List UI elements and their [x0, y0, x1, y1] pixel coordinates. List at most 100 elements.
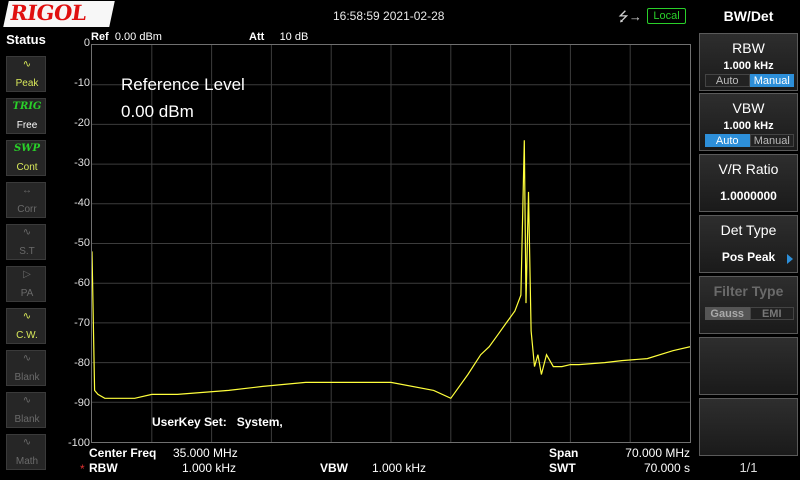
ref-level-readout: Ref 0.00 dBm: [91, 31, 162, 43]
status-trig[interactable]: TRIG Free: [6, 98, 46, 134]
status-blank-1-label: Blank: [14, 372, 40, 383]
cw-wave-icon: ∿: [22, 311, 32, 322]
status-corr-label: Corr: [17, 204, 37, 215]
local-badge[interactable]: Local: [647, 8, 686, 24]
status-sweep[interactable]: SWP Cont: [6, 140, 46, 176]
vr-ratio-softkey[interactable]: V/R Ratio 1.0000000: [699, 154, 798, 212]
y-tick: 0: [83, 37, 90, 49]
reference-level-value: 0.00 dBm: [121, 102, 194, 121]
rbw-label[interactable]: RBW: [89, 461, 118, 475]
status-panel: Status ∿ Peak TRIG Free SWP Cont ↔ Corr …: [0, 30, 52, 480]
status-cw-label: C.W.: [16, 330, 38, 341]
peak-wave-icon: ∿: [22, 59, 32, 70]
vbw-key-label: VBW: [732, 100, 765, 116]
status-trig-label: Free: [16, 120, 38, 131]
preamp-icon: ▷: [23, 269, 31, 280]
status-blank-2[interactable]: ∿ Blank: [6, 392, 46, 428]
status-cw[interactable]: ∿ C.W.: [6, 308, 46, 344]
empty-softkey-2[interactable]: [699, 398, 798, 456]
span-value: 70.000 MHz: [625, 446, 690, 460]
empty-softkey-1[interactable]: [699, 337, 798, 395]
rbw-value: 1.000 kHz: [182, 461, 237, 475]
att-label: Att: [249, 31, 265, 43]
spectrum-trace: [92, 140, 690, 400]
spectrum-svg: [92, 45, 690, 442]
y-tick: -20: [74, 117, 90, 129]
blank-wave-icon: ∿: [22, 395, 32, 406]
y-tick: -90: [74, 397, 90, 409]
vr-ratio-key-label: V/R Ratio: [718, 161, 779, 177]
y-tick: -100: [67, 437, 90, 449]
vbw-softkey[interactable]: VBW 1.000 kHz Auto Manual: [699, 93, 798, 151]
status-corr[interactable]: ↔ Corr: [6, 182, 46, 218]
status-pa[interactable]: ▷ PA: [6, 266, 46, 302]
status-math[interactable]: ∿ Math: [6, 434, 46, 470]
userkey-set: UserKey Set: System,: [152, 415, 283, 429]
rbw-key-label: RBW: [732, 40, 765, 56]
reference-level-title: Reference Level: [121, 75, 245, 94]
status-sweep-label: Cont: [16, 162, 38, 173]
status-peak[interactable]: ∿ Peak: [6, 56, 46, 92]
vbw-auto-option[interactable]: Auto: [705, 134, 750, 147]
userkey-label: UserKey Set:: [152, 415, 227, 429]
filter-gauss-option: Gauss: [705, 307, 750, 320]
det-type-key-label: Det Type: [720, 222, 777, 238]
vr-ratio-key-value: 1.0000000: [720, 189, 777, 203]
filter-type-toggle: Gauss EMI: [705, 307, 794, 320]
status-blank-2-label: Blank: [14, 414, 40, 425]
blank-wave-icon: ∿: [22, 353, 32, 364]
rbw-mode-toggle[interactable]: Auto Manual: [705, 74, 794, 87]
vbw-manual-option[interactable]: Manual: [749, 134, 794, 147]
y-tick: -80: [74, 357, 90, 369]
y-tick: -50: [74, 237, 90, 249]
status-pa-label: PA: [20, 288, 34, 299]
y-tick: -10: [74, 77, 90, 89]
status-blank-1[interactable]: ∿ Blank: [6, 350, 46, 386]
vbw-label[interactable]: VBW: [320, 461, 348, 475]
math-wave-icon: ∿: [22, 437, 32, 448]
swt-value: 70.000 s: [643, 461, 690, 475]
status-title: Status: [6, 32, 46, 47]
ref-value: 0.00 dBm: [114, 31, 162, 43]
rbw-auto-option[interactable]: Auto: [705, 74, 750, 87]
submenu-arrow-icon: [787, 254, 793, 264]
softkey-menu: BW/Det RBW 1.000 kHz Auto Manual VBW 1.0…: [697, 0, 800, 480]
ref-label: Ref: [91, 31, 109, 43]
st-icon: ∿: [22, 227, 32, 238]
usb-icon: ⭍→: [618, 9, 642, 24]
rigol-logo: RIGOL: [3, 0, 115, 27]
y-tick: -30: [74, 157, 90, 169]
spectrum-plot[interactable]: [91, 44, 691, 443]
datetime: 16:58:59 2021-02-28: [333, 9, 445, 23]
menu-title: BW/Det: [723, 8, 774, 24]
swt-label[interactable]: SWT: [549, 461, 576, 475]
rbw-manual-marker: *: [80, 462, 85, 476]
vbw-key-value: 1.000 kHz: [723, 120, 774, 132]
center-freq-value: 35.000 MHz: [173, 446, 238, 460]
trig-icon: TRIG: [12, 101, 42, 112]
span-label[interactable]: Span: [549, 446, 579, 460]
attenuation-readout: Att 10 dB: [249, 31, 308, 43]
att-value: 10 dB: [279, 31, 309, 43]
vbw-mode-toggle[interactable]: Auto Manual: [705, 134, 794, 147]
swp-icon: SWP: [14, 143, 40, 154]
rbw-manual-option[interactable]: Manual: [749, 74, 794, 87]
status-st[interactable]: ∿ S.T: [6, 224, 46, 260]
det-type-softkey[interactable]: Det Type Pos Peak: [699, 215, 798, 273]
filter-emi-option: EMI: [749, 307, 794, 320]
status-st-label: S.T: [19, 246, 35, 257]
menu-page-indicator: 1/1: [739, 460, 758, 475]
status-math-label: Math: [15, 456, 39, 467]
corr-icon: ↔: [22, 185, 32, 196]
logo-text: RIGOL: [8, 0, 88, 25]
vbw-value: 1.000 kHz: [372, 461, 427, 475]
filter-type-key-label: Filter Type: [713, 283, 784, 299]
rbw-softkey[interactable]: RBW 1.000 kHz Auto Manual: [699, 33, 798, 91]
userkey-value: System,: [236, 415, 283, 429]
filter-type-softkey: Filter Type Gauss EMI: [699, 276, 798, 334]
rbw-key-value: 1.000 kHz: [723, 60, 774, 72]
status-peak-label: Peak: [15, 78, 39, 89]
det-type-key-value: Pos Peak: [721, 250, 776, 264]
center-freq-label[interactable]: Center Freq: [89, 446, 157, 460]
y-tick: -60: [74, 277, 90, 289]
